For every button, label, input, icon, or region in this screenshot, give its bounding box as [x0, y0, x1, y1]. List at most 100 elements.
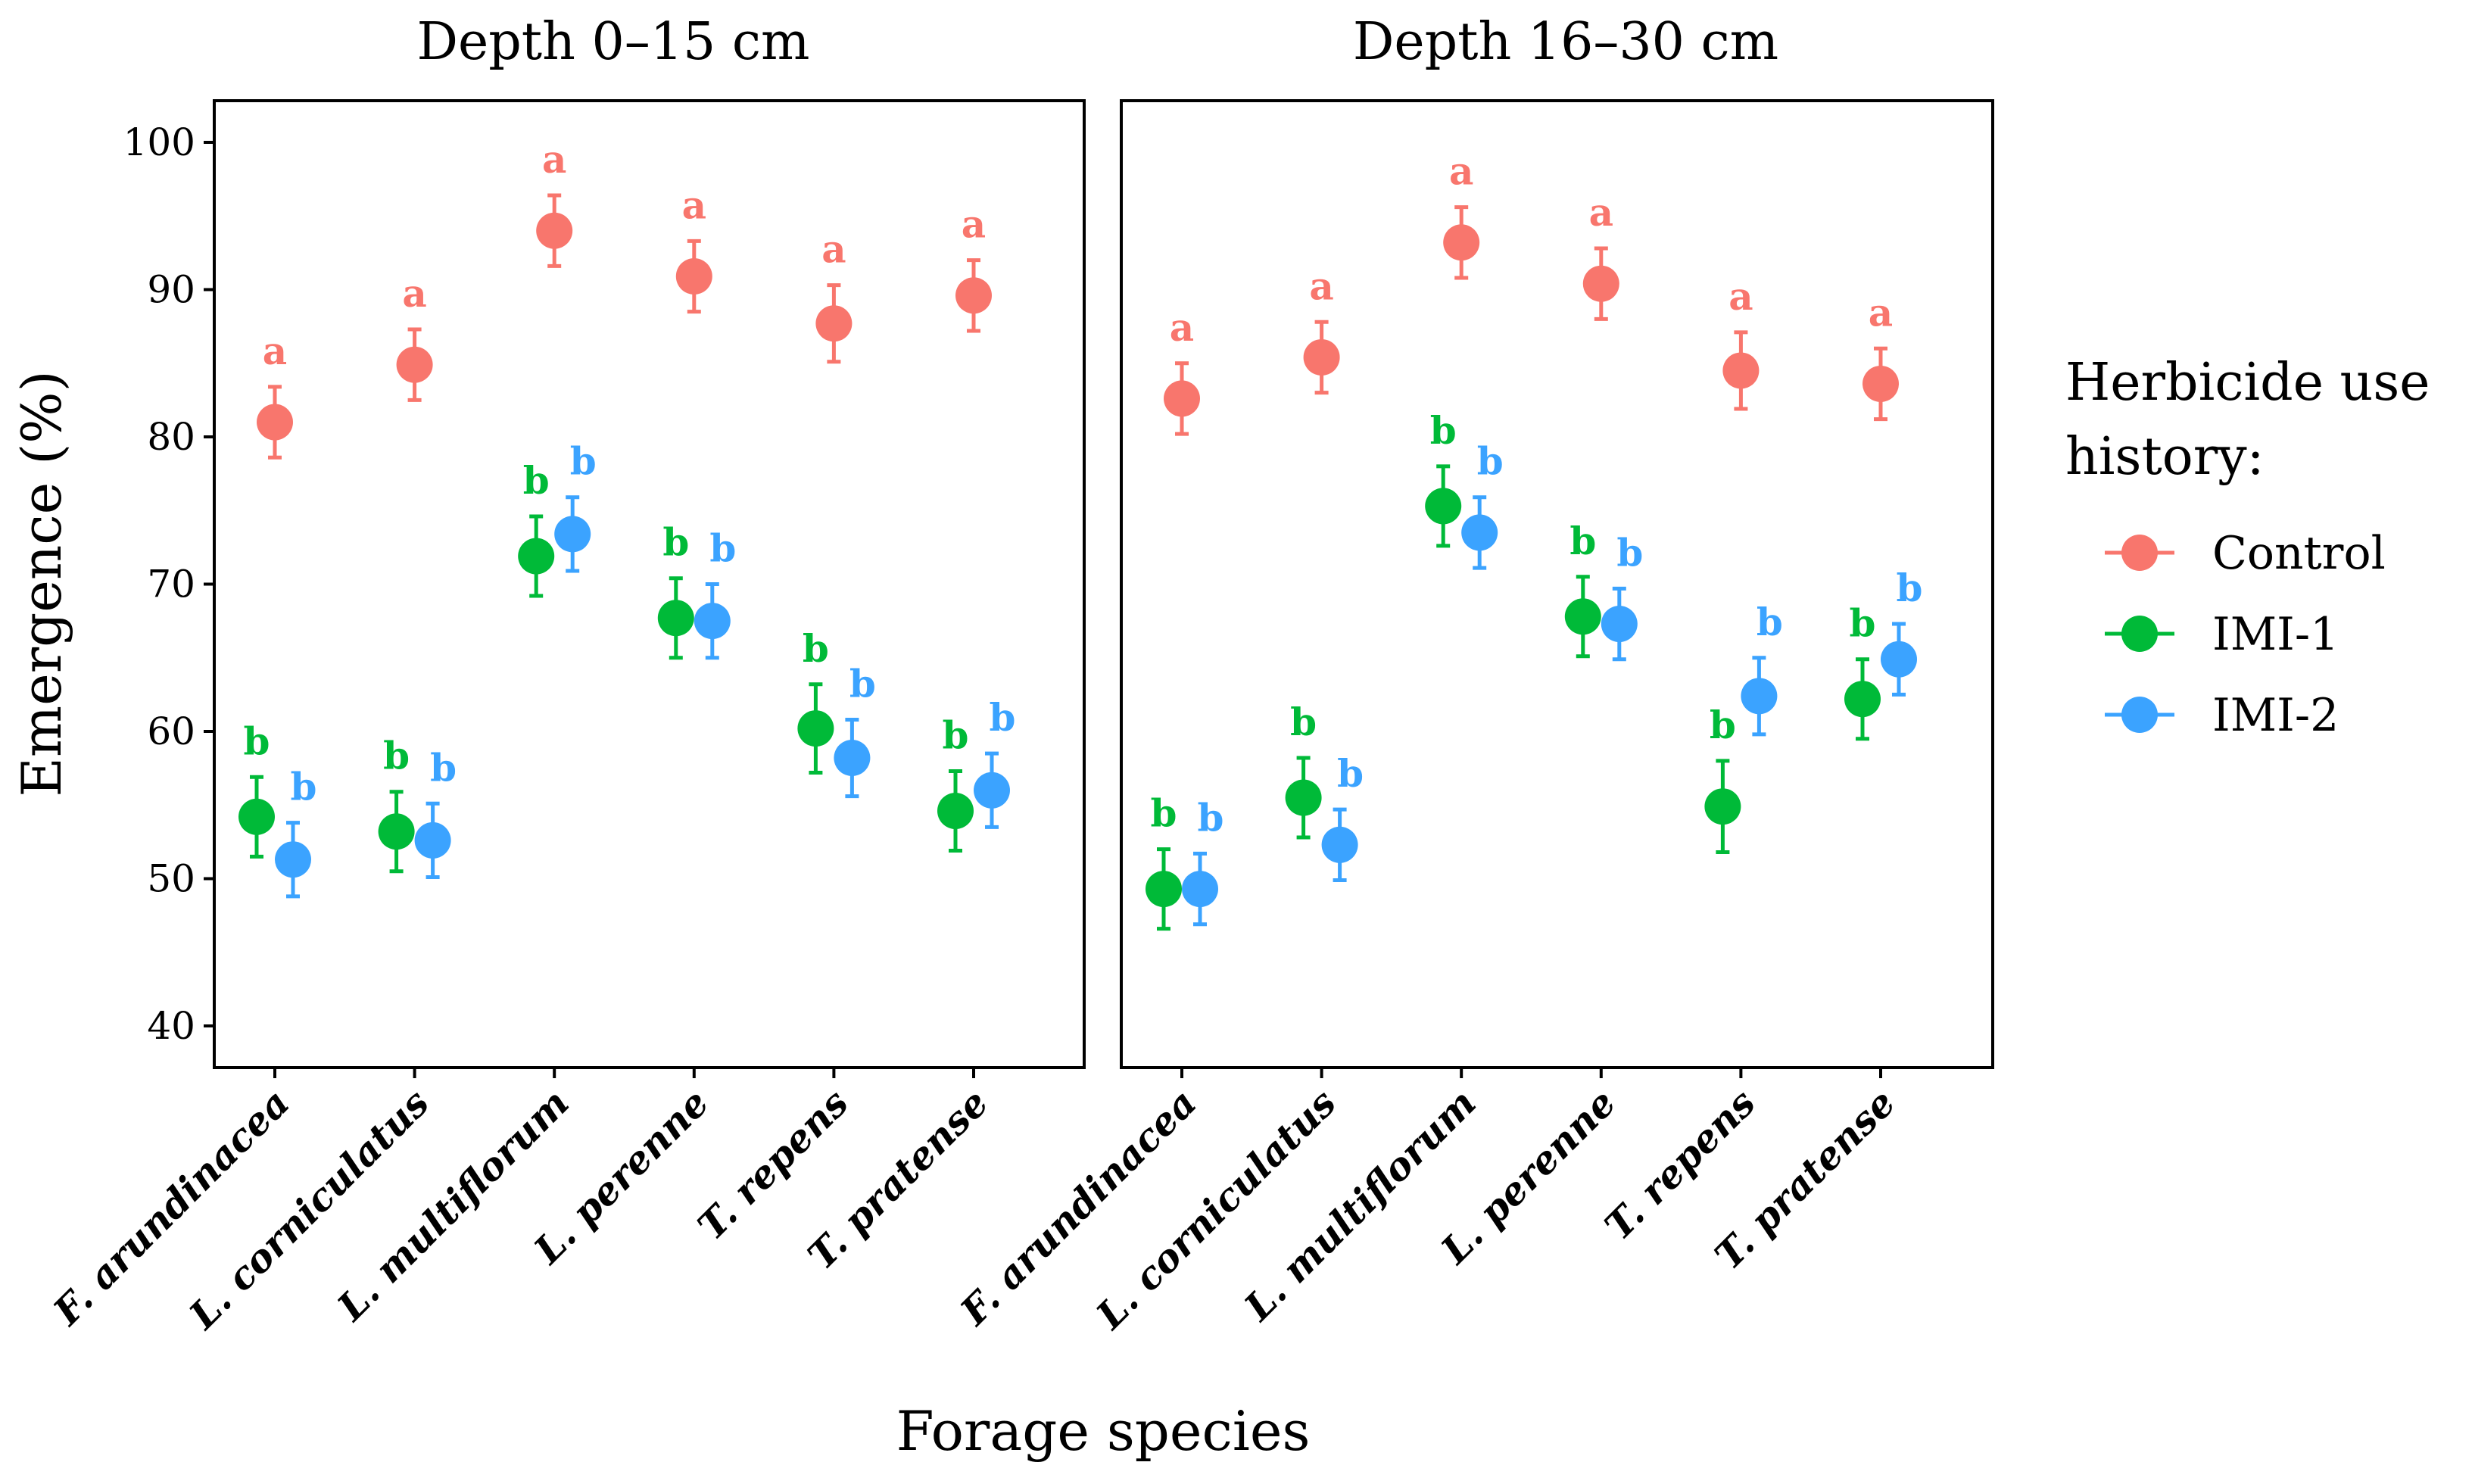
- y-tick-label-90: 90: [147, 268, 195, 312]
- legend-label-IMI-2: IMI-2: [2212, 689, 2339, 742]
- point-p1-IMI-2-2: [1461, 514, 1498, 551]
- point-p0-IMI-2-1: [414, 822, 451, 859]
- letter-p1-IMI-2-2: b: [1477, 439, 1504, 484]
- letter-p0-IMI-2-5: b: [990, 695, 1016, 740]
- letter-p1-Control-5: a: [1869, 290, 1893, 335]
- y-axis-ticks: 40 50 60 70 80 90 100: [123, 120, 214, 1048]
- point-p0-Control-0: [257, 404, 293, 441]
- letter-p1-IMI-1-1: b: [1290, 700, 1317, 744]
- point-p1-IMI-1-1: [1285, 779, 1322, 816]
- point-p1-Control-4: [1722, 352, 1760, 389]
- point-p1-Control-3: [1582, 265, 1619, 302]
- letter-p1-IMI-1-3: b: [1569, 519, 1596, 563]
- point-p1-IMI-2-1: [1321, 826, 1358, 863]
- letter-p0-Control-3: a: [682, 182, 706, 227]
- point-p1-Control-2: [1443, 224, 1480, 261]
- legend-key-point-IMI-1: [2121, 616, 2158, 652]
- point-p0-IMI-1-5: [937, 793, 974, 830]
- point-p0-Control-3: [675, 257, 712, 295]
- y-tick-label-50: 50: [147, 857, 195, 901]
- x-tick-label-p0-2: L. multiflorum: [328, 1080, 578, 1330]
- letter-p1-IMI-2-1: b: [1337, 751, 1364, 796]
- x-tick-label-p1-1: L. corniculatus: [1086, 1080, 1345, 1339]
- letter-p1-IMI-2-3: b: [1616, 530, 1643, 575]
- letter-p0-IMI-2-2: b: [570, 439, 597, 484]
- point-p0-IMI-1-0: [238, 798, 275, 835]
- panel-frame-right: [1120, 99, 1994, 1069]
- letter-p0-IMI-1-1: b: [383, 734, 410, 778]
- letter-p1-IMI-1-0: b: [1151, 791, 1177, 836]
- letter-p0-IMI-1-4: b: [803, 626, 829, 671]
- legend-label-IMI-1: IMI-1: [2212, 608, 2339, 661]
- point-p0-IMI-1-1: [378, 813, 415, 850]
- letter-p0-Control-5: a: [962, 202, 986, 247]
- point-p0-Control-4: [815, 305, 853, 342]
- y-tick-label-70: 70: [147, 563, 195, 606]
- letter-p0-Control-0: a: [263, 329, 287, 373]
- point-p0-IMI-2-3: [694, 603, 731, 640]
- legend-title-line2: history:: [2065, 427, 2265, 487]
- x-tick-label-p0-1: L. corniculatus: [179, 1080, 438, 1339]
- point-p1-IMI-2-5: [1881, 641, 1917, 678]
- point-p1-IMI-2-3: [1601, 606, 1638, 643]
- letter-p0-Control-4: a: [821, 227, 846, 272]
- letter-p1-IMI-2-5: b: [1897, 566, 1923, 610]
- letter-p1-Control-4: a: [1728, 274, 1753, 319]
- letter-p1-Control-0: a: [1170, 305, 1194, 350]
- letter-p1-Control-2: a: [1449, 149, 1473, 194]
- letter-p0-IMI-2-4: b: [849, 661, 876, 706]
- x-axis-label: Forage species: [896, 1399, 1311, 1463]
- legend: Herbicide use history: Control IMI-1 IMI-2: [2065, 353, 2430, 742]
- letter-p1-IMI-2-0: b: [1198, 795, 1224, 840]
- letter-p1-IMI-1-2: b: [1430, 408, 1457, 453]
- point-p1-Control-1: [1303, 338, 1340, 376]
- point-p0-IMI-1-2: [518, 538, 555, 575]
- point-p1-IMI-1-4: [1704, 788, 1741, 825]
- legend-title-line1: Herbicide use: [2065, 353, 2430, 413]
- legend-key-point-IMI-2: [2121, 697, 2158, 733]
- point-p0-Control-2: [536, 212, 573, 249]
- y-tick-label-60: 60: [147, 709, 195, 753]
- letter-p1-Control-1: a: [1309, 263, 1333, 308]
- point-p1-Control-5: [1862, 365, 1899, 402]
- letter-p0-Control-1: a: [402, 271, 426, 316]
- point-p0-IMI-1-3: [657, 600, 694, 637]
- point-p0-IMI-2-4: [834, 740, 871, 777]
- point-p1-IMI-1-5: [1844, 681, 1881, 718]
- letter-p0-IMI-1-2: b: [523, 458, 550, 503]
- point-p1-IMI-1-2: [1425, 488, 1462, 525]
- y-tick-label-100: 100: [123, 120, 195, 164]
- letter-p1-IMI-1-5: b: [1850, 601, 1876, 646]
- letter-p0-Control-2: a: [542, 137, 566, 182]
- letter-p0-IMI-1-3: b: [662, 520, 689, 565]
- panel-title-left: Depth 0–15 cm: [417, 12, 810, 72]
- panel-frame-left: [213, 99, 1086, 1069]
- letter-p1-IMI-2-4: b: [1757, 600, 1783, 644]
- y-tick-label-80: 80: [147, 415, 195, 459]
- point-p1-IMI-1-0: [1146, 871, 1182, 908]
- point-p1-IMI-2-4: [1741, 678, 1778, 715]
- point-p0-Control-1: [396, 346, 433, 383]
- letter-p0-IMI-2-1: b: [430, 745, 457, 790]
- point-p0-IMI-2-2: [554, 516, 591, 553]
- letter-p0-IMI-2-0: b: [291, 765, 317, 809]
- letter-p1-IMI-1-4: b: [1710, 703, 1736, 747]
- x-tick-label-p0-0: F. arundinacea: [44, 1080, 298, 1335]
- point-p0-IMI-2-0: [275, 841, 311, 878]
- point-p1-Control-0: [1164, 380, 1200, 417]
- point-p0-IMI-1-4: [797, 710, 834, 747]
- letter-p0-IMI-2-3: b: [709, 526, 736, 571]
- legend-key-point-Control: [2121, 535, 2158, 571]
- point-p0-Control-5: [955, 277, 992, 314]
- x-tick-label-p1-2: L. multiflorum: [1235, 1080, 1485, 1330]
- legend-label-Control: Control: [2212, 527, 2386, 580]
- y-tick-label-40: 40: [147, 1004, 195, 1048]
- letter-p0-IMI-1-5: b: [943, 713, 969, 758]
- point-p0-IMI-2-5: [974, 772, 1010, 809]
- y-axis-label: Emergence (%): [10, 370, 73, 797]
- point-p1-IMI-1-3: [1564, 598, 1601, 635]
- panel-title-right: Depth 16–30 cm: [1353, 12, 1778, 72]
